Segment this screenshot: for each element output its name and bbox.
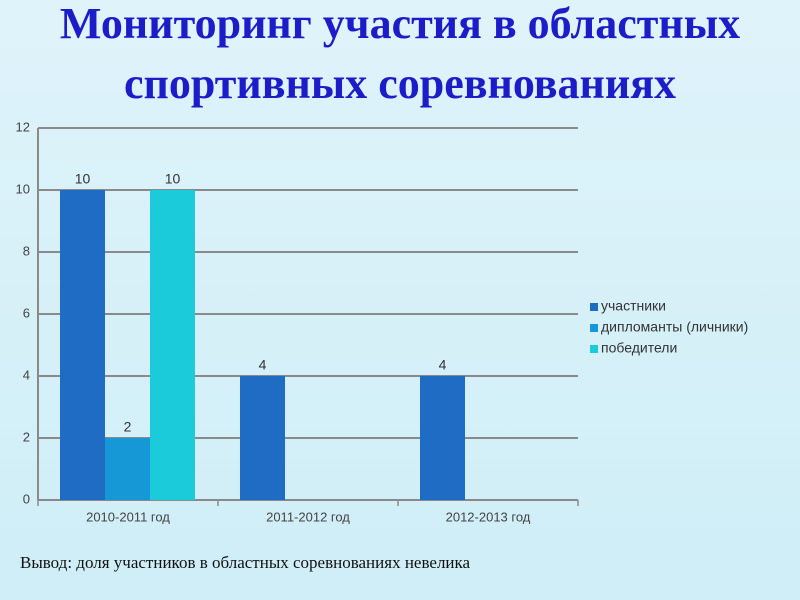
y-tick-label: 10 xyxy=(16,181,30,196)
data-label: 2 xyxy=(124,419,132,435)
x-tick-label: 2010-2011 год xyxy=(86,509,170,524)
data-label: 4 xyxy=(439,357,447,373)
legend-label: победители xyxy=(601,340,677,356)
legend-swatch xyxy=(590,324,598,332)
y-tick-label: 12 xyxy=(16,119,30,134)
data-label: 10 xyxy=(165,171,181,187)
y-tick-label: 8 xyxy=(23,243,30,258)
bar xyxy=(420,376,465,500)
x-tick-label: 2011-2012 год xyxy=(266,509,350,524)
legend-label: участники xyxy=(601,298,666,314)
bar xyxy=(150,190,195,500)
y-tick-label: 6 xyxy=(23,305,30,320)
bar xyxy=(60,190,105,500)
y-tick-label: 4 xyxy=(23,367,30,382)
legend-label: дипломанты (личники) xyxy=(601,319,748,335)
bar xyxy=(105,438,150,500)
data-label: 4 xyxy=(259,357,267,373)
y-tick-label: 0 xyxy=(23,491,30,506)
legend-swatch xyxy=(590,345,598,353)
y-tick-label: 2 xyxy=(23,429,30,444)
x-tick-label: 2012-2013 год xyxy=(446,509,531,524)
data-label: 10 xyxy=(75,171,91,187)
legend-swatch xyxy=(590,303,598,311)
conclusion: Вывод: доля участников в областных сорев… xyxy=(20,553,471,572)
chart-title: спортивных соревнованиях xyxy=(124,59,676,108)
chart-title: Мониторинг участия в областных xyxy=(60,0,740,48)
bar xyxy=(240,376,285,500)
